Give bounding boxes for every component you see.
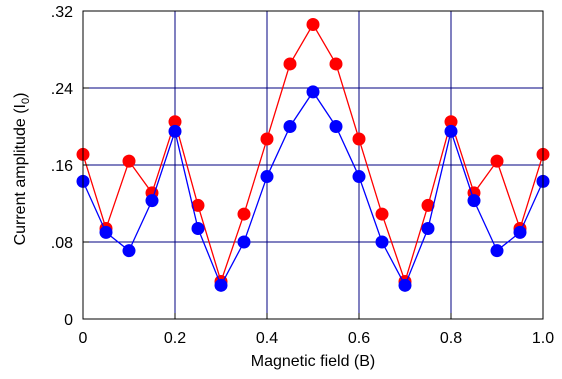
y-tick-label: 0	[64, 312, 73, 329]
series-0	[76, 17, 550, 288]
x-tick-label: 0.6	[348, 330, 370, 347]
data-point	[99, 225, 113, 239]
y-axis-title-main: Current amplitude (I	[12, 104, 29, 245]
data-point	[191, 198, 205, 212]
data-point	[375, 235, 389, 249]
x-tick-label: 0	[79, 330, 88, 347]
data-point	[168, 124, 182, 138]
data-point	[283, 57, 297, 71]
data-point	[237, 235, 251, 249]
data-point	[490, 154, 504, 168]
data-point	[421, 198, 435, 212]
data-point	[352, 132, 366, 146]
data-point	[444, 124, 458, 138]
y-axis-title-end: )	[12, 93, 29, 98]
data-point	[513, 225, 527, 239]
x-axis-title: Magnetic field (B)	[251, 353, 376, 370]
data-point	[421, 222, 435, 236]
data-point	[398, 278, 412, 292]
data-point	[168, 115, 182, 129]
data-point	[122, 154, 136, 168]
data-point	[237, 207, 251, 221]
y-axis-title: Current amplitude (I0)	[12, 93, 32, 246]
data-point	[444, 115, 458, 129]
data-point	[145, 194, 159, 208]
data-point	[306, 85, 320, 99]
data-point	[191, 222, 205, 236]
data-point	[306, 17, 320, 31]
x-tick-label: 0.2	[164, 330, 186, 347]
data-point	[260, 170, 274, 184]
series-line	[82, 23, 544, 284]
data-point	[260, 132, 274, 146]
data-point	[490, 244, 504, 258]
y-tick-label: .24	[51, 81, 73, 98]
y-tick-label: .32	[51, 4, 73, 21]
data-point	[329, 57, 343, 71]
y-axis-title-sub: 0	[20, 98, 32, 104]
series-1	[76, 85, 550, 292]
ticks: 0 0.2 0.4 0.6 0.8 1.0 0 .08 .16 .24 .32	[51, 4, 554, 347]
x-tick-label: 0.8	[440, 330, 462, 347]
series-layer	[76, 17, 550, 292]
grid	[83, 11, 543, 319]
x-tick-label: 0.4	[256, 330, 278, 347]
x-tick-label: 1.0	[532, 330, 554, 347]
y-tick-label: .08	[51, 235, 73, 252]
data-point	[214, 278, 228, 292]
data-point	[352, 170, 366, 184]
data-point	[283, 120, 297, 133]
data-point	[375, 207, 389, 221]
data-point	[329, 120, 343, 133]
data-point	[467, 194, 481, 208]
data-point	[122, 244, 136, 258]
y-tick-label: .16	[51, 158, 73, 175]
